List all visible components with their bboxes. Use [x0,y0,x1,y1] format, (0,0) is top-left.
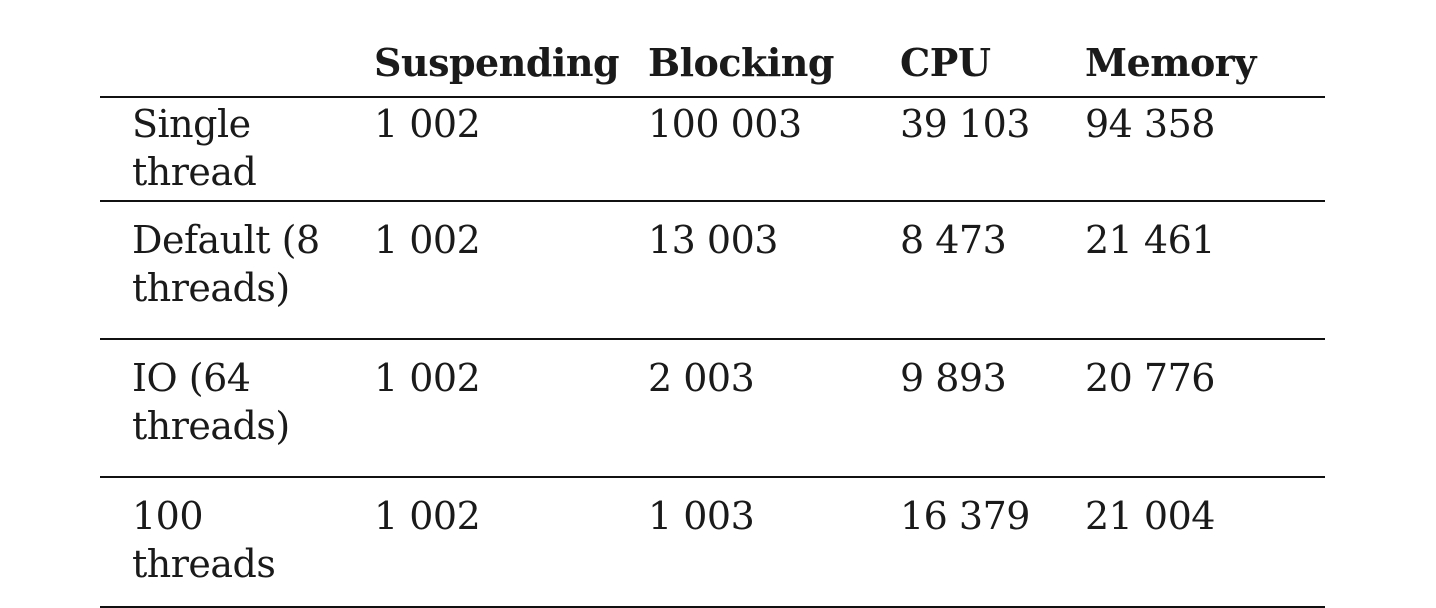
row-label: Default (8 threads) [100,201,374,340]
cell-memory: 94 358 [1085,97,1325,202]
cell-blocking: 2 003 [648,339,900,478]
row-label: Single thread [100,97,374,202]
cell-suspending: 1 002 [374,97,648,202]
header-suspending: Suspending [374,30,648,98]
cell-blocking: 100 003 [648,97,900,202]
row-label-line: Default (8 [132,218,320,262]
cell-cpu: 39 103 [900,97,1085,202]
cell-blocking: 1 003 [648,477,900,608]
cell-blocking: 13 003 [648,201,900,340]
table-row: IO (64 threads) 1 002 2 003 9 893 20 776 [100,339,1325,478]
table-row: Default (8 threads) 1 002 13 003 8 473 2… [100,201,1325,340]
cell-memory: 20 776 [1085,339,1325,478]
cell-memory: 21 461 [1085,201,1325,340]
row-label: 100 threads [100,477,374,608]
row-label-line: 100 [132,494,204,538]
cell-memory: 21 004 [1085,477,1325,608]
row-label-line: thread [132,150,257,194]
row-label: IO (64 threads) [100,339,374,478]
row-label-line: IO (64 [132,356,251,400]
table-body: Single thread 1 002 100 003 39 103 94 35… [100,97,1325,608]
header-memory: Memory [1085,30,1325,98]
table-row: Single thread 1 002 100 003 39 103 94 35… [100,97,1325,202]
row-label-line: threads) [132,266,290,310]
cell-cpu: 9 893 [900,339,1085,478]
results-table: Suspending Blocking CPU Memory Single th… [100,30,1325,608]
header-blocking: Blocking [648,30,900,98]
cell-suspending: 1 002 [374,201,648,340]
row-label-line: Single [132,102,251,146]
table-row: 100 threads 1 002 1 003 16 379 21 004 [100,477,1325,608]
header-empty [100,30,374,98]
header-row: Suspending Blocking CPU Memory [100,30,1325,98]
cell-suspending: 1 002 [374,339,648,478]
row-label-line: threads) [132,404,290,448]
cell-cpu: 8 473 [900,201,1085,340]
row-label-line: threads [132,542,276,586]
table-header: Suspending Blocking CPU Memory [100,30,1325,98]
cell-cpu: 16 379 [900,477,1085,608]
cell-suspending: 1 002 [374,477,648,608]
header-cpu: CPU [900,30,1085,98]
